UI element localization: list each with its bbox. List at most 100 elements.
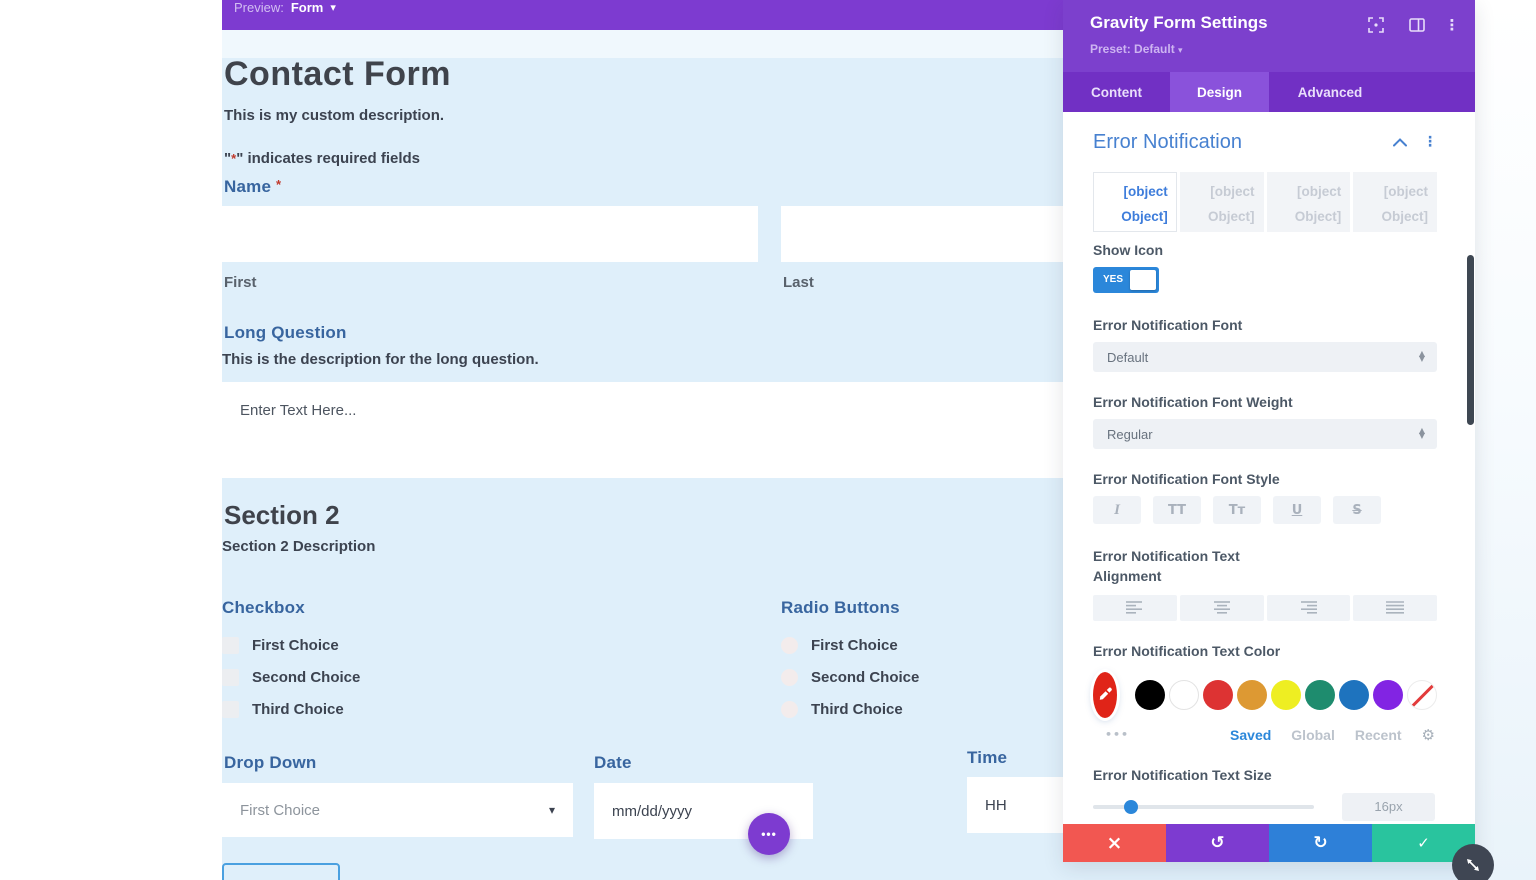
collapse-chevron-up-icon[interactable] [1393,137,1407,147]
checkbox-option-label: First Choice [252,636,339,654]
checkbox-icon[interactable] [222,668,239,686]
time-field-label: Time [967,748,1008,767]
align-right-button[interactable] [1266,594,1351,621]
smallcaps-style-button[interactable]: Tᴛ [1213,496,1261,524]
dropdown-select[interactable]: First Choice ▾ [222,783,573,837]
color-swatch[interactable] [1339,679,1369,710]
panel-body: Error Notification ⋮ [object Object] [ob… [1063,112,1475,824]
zoom-focus-icon[interactable] [1367,16,1385,34]
color-swatch[interactable] [1169,679,1199,710]
checkbox-option[interactable]: Third Choice [222,700,552,718]
submit-button[interactable] [222,863,340,880]
page-background-strip [1475,0,1536,880]
panel-title: Gravity Form Settings [1090,13,1268,32]
preview-mode-bar: Preview: Form ▾ [222,0,1063,30]
font-select-value: Default [1107,349,1149,365]
text-size-slider-thumb[interactable] [1123,799,1138,814]
first-name-input[interactable] [222,206,758,262]
text-alignment-buttons [1093,594,1437,621]
subtab-object[interactable]: [object Object] [1353,172,1437,232]
panel-resize-handle[interactable] [1452,844,1494,880]
caret-down-icon: ▾ [548,803,555,817]
discard-button[interactable]: × [1063,824,1166,862]
panel-tab-bar: Content Design Advanced [1063,72,1475,112]
show-icon-toggle[interactable]: YES [1093,267,1159,293]
saved-colors-link[interactable]: Saved [1230,726,1272,743]
undo-icon: ↺ [1210,833,1225,853]
radio-option[interactable]: Second Choice [781,668,1111,686]
close-icon: × [1106,832,1123,854]
more-options-icon[interactable]: ⋮ [1444,16,1460,34]
subtab-object[interactable]: [object Object] [1093,172,1177,232]
redo-button[interactable]: ↻ [1269,824,1372,862]
ellipsis-icon: ••• [761,827,777,841]
toggle-knob[interactable] [1130,270,1156,290]
text-size-control: 16px [1093,792,1437,821]
color-swatch[interactable] [1271,679,1301,710]
eyedropper-icon [1099,687,1112,700]
font-weight-select-value: Regular [1107,426,1153,442]
radio-option[interactable]: First Choice [781,636,1111,654]
tab-content[interactable]: Content [1091,84,1142,100]
preset-selector[interactable]: Preset: Default ▾ [1090,42,1183,56]
color-swatch[interactable] [1135,679,1165,710]
dropdown-selected-value: First Choice [240,801,321,819]
checkbox-icon[interactable] [222,636,239,654]
checkbox-option[interactable]: First Choice [222,636,552,654]
recent-colors-link[interactable]: Recent [1354,726,1402,743]
panel-scrollbar[interactable] [1467,255,1474,425]
color-swatch[interactable] [1305,679,1335,710]
radio-option-label: Second Choice [811,668,920,686]
current-color-swatch[interactable] [1093,671,1117,718]
subtab-object[interactable]: [object Object] [1179,172,1264,232]
color-swatch[interactable] [1237,679,1267,710]
font-select[interactable]: Default ▲ ▼ [1093,342,1437,372]
form-title: Contact Form [224,55,451,93]
font-weight-select[interactable]: Regular ▲ ▼ [1093,419,1437,449]
first-name-sublabel: First [224,274,257,291]
radio-icon[interactable] [781,700,798,718]
select-arrows-icon: ▲ ▼ [1418,426,1425,440]
text-size-value[interactable]: 16px [1342,792,1435,821]
underline-style-button[interactable]: U [1273,496,1321,524]
color-swatch[interactable] [1373,679,1403,710]
module-settings-button[interactable]: ••• [748,813,790,855]
align-left-button[interactable] [1093,594,1177,621]
font-style-buttons: I TT Tᴛ U S [1093,496,1437,524]
color-settings-gear-icon[interactable]: ⚙ [1421,725,1435,744]
checkbox-icon[interactable] [222,700,239,718]
radio-option[interactable]: Third Choice [781,700,1111,718]
tab-design[interactable]: Design [1170,72,1269,112]
global-colors-link[interactable]: Global [1291,726,1335,743]
color-swatches [1093,671,1437,719]
preview-mode-select[interactable]: Form [290,0,324,15]
tab-advanced[interactable]: Advanced [1297,84,1363,100]
align-justify-button[interactable] [1353,594,1437,621]
uppercase-style-button[interactable]: TT [1153,496,1201,524]
caret-down-icon[interactable]: ▾ [330,1,336,14]
section2-description: Section 2 Description [222,538,376,555]
section-options-icon[interactable]: ⋮ [1423,134,1437,150]
long-question-label: Long Question [224,323,347,342]
panel-layout-icon[interactable] [1408,16,1426,34]
error-state-subtabs: [object Object] [object Object] [object … [1093,172,1437,232]
text-size-slider[interactable] [1093,799,1314,814]
resize-diagonal-icon [1467,859,1479,871]
more-colors-icon[interactable]: ••• [1105,728,1130,742]
checkbox-option[interactable]: Second Choice [222,668,552,686]
no-color-swatch[interactable] [1407,679,1437,710]
color-swatch[interactable] [1203,679,1233,710]
align-center-button[interactable] [1179,594,1264,621]
subtab-object[interactable]: [object Object] [1266,172,1351,232]
radio-icon[interactable] [781,636,798,654]
long-question-textarea[interactable] [222,382,1122,478]
radio-icon[interactable] [781,668,798,686]
text-alignment-label: Error Notification Text Alignment [1093,548,1240,585]
font-label: Error Notification Font [1093,317,1243,333]
undo-button[interactable]: ↺ [1166,824,1269,862]
italic-style-button[interactable]: I [1093,496,1141,524]
required-fields-note: "*" indicates required fields [224,150,421,167]
name-field-label: Name * [224,177,282,196]
strikethrough-style-button[interactable]: S [1333,496,1381,524]
